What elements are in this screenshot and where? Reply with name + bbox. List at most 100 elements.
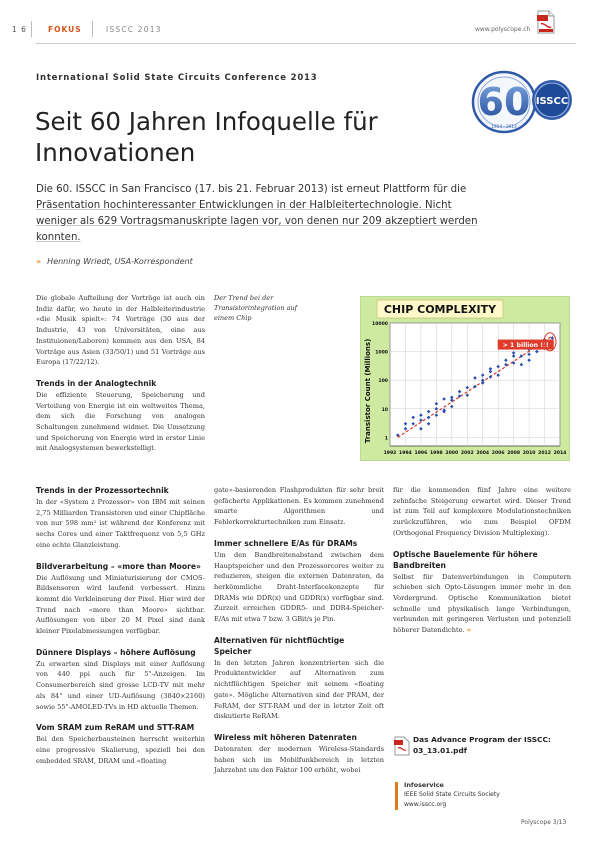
section-heading: Alternativen für nichtflüchtige Speicher (214, 635, 345, 656)
infoservice-title: Infoservice (404, 781, 444, 789)
chart-title: CHIP COMPLEXITY (384, 303, 497, 316)
chart-x-tick-label: 2014 (554, 450, 567, 456)
pdf-filename[interactable]: 03_13.01.pdf (413, 746, 467, 755)
column-1: Trends in der Prozessortechnik In der «S… (36, 485, 205, 776)
section-heading: Dünnere Displays – höhere Auflösung (36, 647, 196, 657)
page-footer: Polyscope 3/13 (521, 819, 567, 826)
isscc-60-logo: 60 1954 · 2013 ISSCC (471, 70, 572, 134)
intro-paragraph: Die globale Aufteilung der Vorträge ist … (36, 294, 205, 367)
chart-y-tick-label: 10000 (372, 321, 388, 327)
logo-years: 1954 · 2013 (491, 124, 517, 129)
lead-text: Die 60. ISSCC in San Francisco (17. bis … (36, 184, 467, 195)
column-2: gate»-basierenden Flashprodukten für seh… (214, 485, 384, 786)
chart-y-tick-label: 10 (382, 407, 388, 413)
chart-data-point (488, 367, 493, 371)
chart-plot-area: 1992 1994 1996 1998 2000 2002 2004 2006 2008 2010… (372, 321, 566, 456)
section-heading: Bildverarbeitung – «more than Moore» (36, 561, 201, 571)
chart-annotation-box (497, 339, 554, 350)
section-text-body: Selbst für Datenverbindungen in Computer… (393, 572, 571, 635)
figure-caption: Der Trend bei der Transistorintegration … (214, 294, 298, 322)
infoservice-line: IEEE Solid State Circuits Society (404, 791, 500, 799)
chart-highlight-circle (543, 332, 557, 352)
section-label: FOKUS (48, 25, 82, 34)
pdf-file-icon[interactable] (394, 736, 410, 756)
section-heading: Vom SRAM zum ReRAM und STT-RAM (36, 723, 195, 733)
chart-data-point (411, 421, 415, 426)
chart-data-point (419, 418, 423, 422)
infoservice-box: Infoservice IEEE Solid State Circuits So… (404, 781, 500, 809)
article-section: Immer schnellere E/As für DRAMs Um den B… (214, 538, 384, 625)
article-section: Wireless mit höheren Datenraten Datenrat… (214, 732, 384, 776)
section-heading: Trends in der Prozessortechnik (36, 486, 169, 495)
chart-data-point (488, 369, 493, 374)
author-name: Henning Wriedt, USA-Korrespondent (47, 257, 193, 266)
chart-data-point (511, 354, 516, 358)
logo-number: 60 (478, 80, 531, 124)
website-link[interactable]: www.polyscope.ch (475, 26, 531, 33)
page-number: 1 6 (12, 25, 27, 34)
end-mark: « (466, 626, 471, 635)
headline-line: Innovationen (35, 138, 196, 167)
chart-x-tick-label: 1996 (415, 450, 428, 456)
chart-x-tick-label: 2004 (476, 450, 489, 456)
article-section: Bildverarbeitung – «more than Moore» Die… (36, 561, 205, 637)
section-text: gate»-basierenden Flashprodukten für seh… (214, 486, 384, 527)
article-section: Dünnere Displays – höhere Auflösung Zu e… (36, 647, 205, 713)
chart-x-tick-label: 2006 (492, 450, 505, 456)
infoservice-link[interactable]: www.isscc.org (404, 800, 447, 808)
chart-data-point (419, 426, 423, 431)
section-text: In der «System z Prozessor» von IBM mit … (36, 498, 205, 549)
chart-y-label: Transistor Count (Millions) (364, 339, 372, 444)
chart-data-point (550, 336, 555, 340)
chart-y-tick-label: 1 (385, 435, 388, 441)
pdf-reference[interactable]: Das Advance Program der ISSCC: 03_13.01.… (413, 734, 551, 756)
section-text: Zu erwarten sind Displays mit einer Aufl… (36, 659, 205, 711)
article-section: Trends in der Prozessortechnik In der «S… (36, 485, 205, 551)
chart-annotation: > 1 billion !!! (503, 342, 549, 349)
chart-x-tick-label: 2002 (461, 450, 474, 456)
chart-x-tick-label: 1992 (384, 450, 397, 456)
section-heading: Optische Bauelemente für höhere Bandbrei… (393, 549, 538, 570)
article-kicker: International Solid State Circuits Confe… (36, 73, 318, 83)
chart-x-tick-label: 2012 (538, 450, 551, 456)
article-section: Vom SRAM zum ReRAM und STT-RAM Bei den S… (36, 722, 205, 766)
chart-data-point (511, 351, 516, 355)
section-heading: Immer schnellere E/As für DRAMs (214, 538, 358, 548)
chart-data-point (473, 384, 477, 389)
chart-data-point (527, 352, 531, 357)
chart-data-point (519, 354, 524, 358)
section-heading: Wireless mit höheren Datenraten (214, 732, 357, 742)
author-byline: » Henning Wriedt, USA-Korrespondent (36, 257, 193, 266)
chart-data-point (473, 376, 477, 380)
chart-data-point (504, 358, 508, 363)
article-section: gate»-basierenden Flashprodukten für seh… (214, 485, 384, 528)
chart-data-point (442, 397, 446, 401)
section-heading: Trends in der Analogtechnik (36, 378, 157, 388)
chart-data-point (488, 375, 493, 379)
article-lead: Die 60. ISSCC in San Francisco (17. bis … (36, 182, 486, 246)
section-text: Bei den Speicherbausteinen herrscht weit… (36, 735, 205, 765)
chip-complexity-chart: CHIP COMPLEXITY 1992 1994 1996 1998 2000 2002… (360, 296, 570, 461)
chart-x-tick-label: 2010 (523, 450, 536, 456)
header-divider (92, 21, 93, 37)
chart-x-tick-label: 1994 (399, 450, 412, 456)
pdf-download-icon[interactable] (536, 10, 556, 34)
header-rule (36, 43, 576, 44)
section-text: Um den Bandbreitenabstand zwischen dem H… (214, 550, 384, 624)
pdf-reference-line: Das Advance Program der ISSCC: (413, 735, 551, 744)
lead-text-underlined: Präsentation hochinteressanter Entwicklu… (36, 200, 478, 243)
chart-data-point (511, 361, 516, 365)
chart-x-tick-label: 2008 (507, 450, 520, 456)
issue-label: ISSCC 2013 (106, 25, 162, 34)
byline-marker: » (36, 257, 42, 266)
section-text: für die kommenden fünf Jahre eine weiter… (393, 486, 571, 537)
article-section: für die kommenden fünf Jahre eine weiter… (393, 485, 571, 539)
chart-data-point (504, 362, 508, 367)
chart-data-point (395, 433, 400, 437)
section-text: Die Auflösung und Miniaturisierung der C… (36, 573, 205, 636)
infoservice-accent-bar (395, 782, 398, 810)
chart-x-tick-label: 2000 (445, 450, 458, 456)
chart-data-point (442, 408, 446, 412)
section-text: Datenraten der modernen Wireless-Standar… (214, 744, 384, 775)
section-text: In den letzten Jahren konzentrierten sic… (214, 658, 384, 721)
